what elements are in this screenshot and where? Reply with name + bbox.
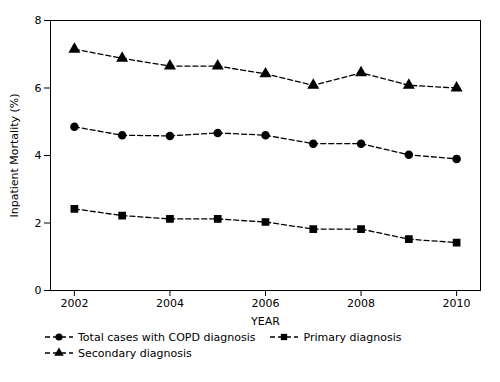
svg-text:2: 2 [35,217,42,230]
svg-text:2010: 2010 [443,297,471,310]
html-text:Primary diagnosis: Primary diagnosis [303,330,402,344]
svg-text:6: 6 [35,82,42,95]
svg-text:4: 4 [35,149,42,162]
svg-text:2004: 2004 [156,297,184,310]
svg-text:0: 0 [35,284,42,297]
svg-text:YEAR: YEAR [250,315,280,328]
html-text:Secondary diagnosis: Secondary diagnosis [78,346,192,360]
svg-text:2002: 2002 [60,297,88,310]
html-text:Total cases with COPD diagnosi: Total cases with COPD diagnosis [78,330,256,344]
svg-text:Inpatient Mortality (%): Inpatient Mortality (%) [8,93,21,217]
svg-text:2008: 2008 [347,297,375,310]
svg-text:2006: 2006 [252,297,280,310]
svg-text:8: 8 [35,14,42,27]
